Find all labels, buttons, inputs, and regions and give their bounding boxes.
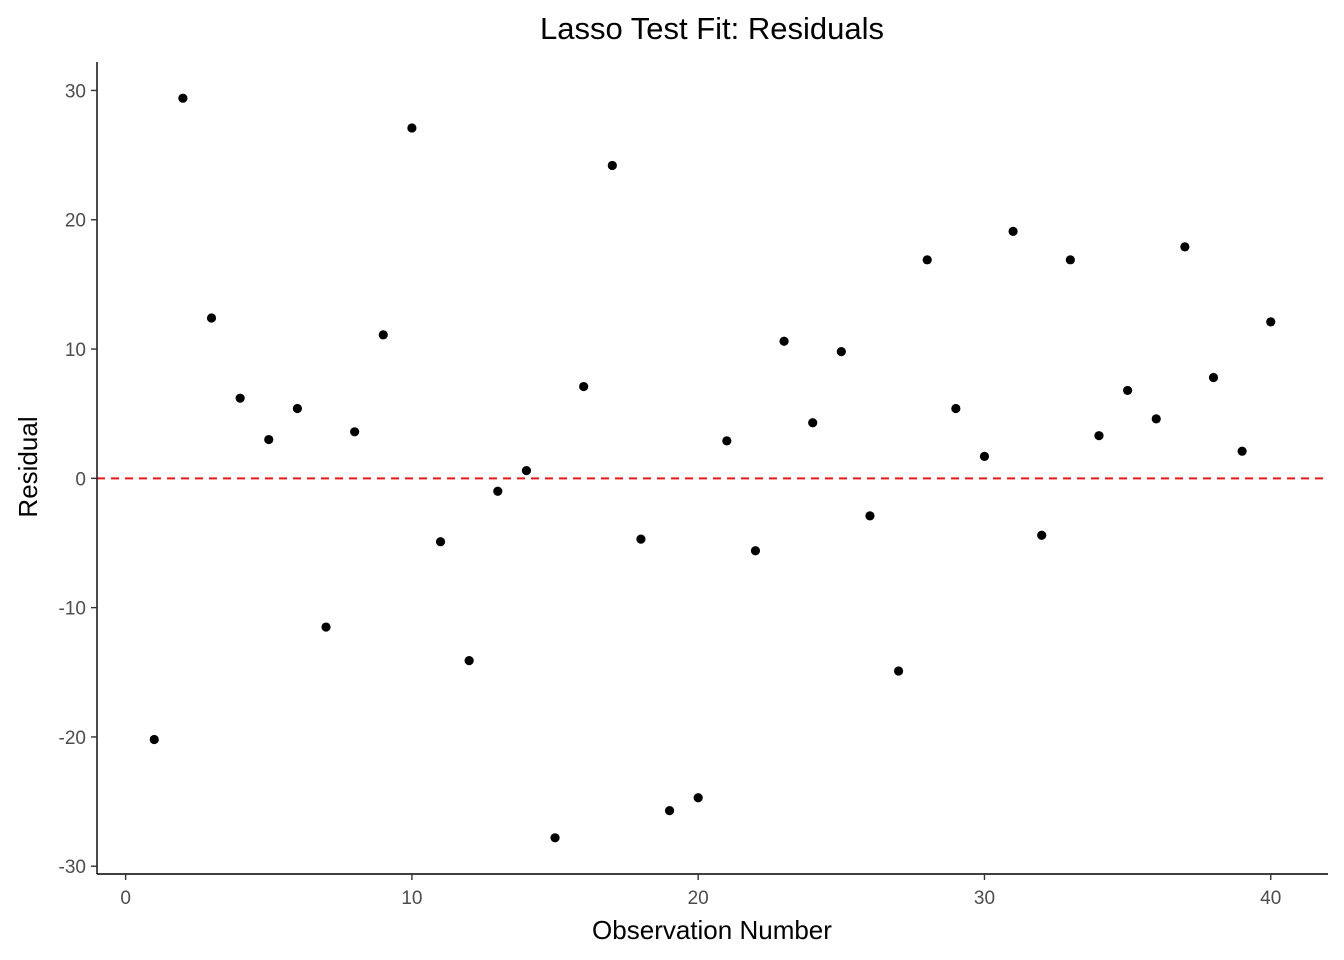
data-point (836, 347, 846, 357)
data-point (979, 451, 990, 461)
x-tick-label: 10 (401, 888, 422, 909)
data-point (521, 465, 532, 476)
plot-area: -30 -20 -10 0 10 20 30 0 10 20 30 40 (59, 62, 1328, 909)
y-tick-label: 0 (75, 469, 86, 490)
data-point (636, 534, 646, 544)
x-tick-label: 30 (974, 888, 995, 909)
data-point (1094, 431, 1104, 441)
x-tick-label: 40 (1260, 888, 1281, 909)
data-point (1065, 255, 1075, 265)
y-tick-label: -20 (59, 728, 86, 749)
data-point (1123, 385, 1133, 396)
y-axis-label: Residual (13, 416, 43, 517)
data-point (1266, 317, 1276, 327)
data-point (435, 537, 446, 547)
data-point (1037, 530, 1047, 540)
data-point (378, 330, 388, 340)
data-point (235, 393, 245, 403)
data-point (407, 123, 417, 133)
data-point (693, 793, 703, 803)
x-axis-label: Observation Number (592, 915, 832, 945)
data-point (292, 403, 302, 414)
data-point (722, 436, 732, 446)
data-point (951, 403, 961, 414)
data-point (664, 806, 675, 816)
data-point (493, 486, 503, 496)
data-point (579, 381, 589, 392)
data-point (893, 666, 904, 676)
x-tick-label: 20 (688, 888, 709, 909)
data-point (206, 313, 217, 323)
data-point (865, 511, 875, 521)
y-tick-label: -30 (59, 857, 86, 878)
data-point (808, 418, 818, 428)
y-tick-label: 10 (65, 340, 86, 361)
data-point (464, 656, 474, 666)
chart-title: Lasso Test Fit: Residuals (540, 11, 884, 46)
data-point (1237, 446, 1247, 456)
data-point (1151, 414, 1161, 424)
data-point (1180, 242, 1190, 252)
data-point (922, 255, 932, 265)
y-tick-label: -10 (59, 599, 86, 620)
data-point (550, 833, 560, 843)
data-point (1008, 226, 1018, 236)
data-point (149, 734, 159, 745)
data-point (178, 93, 188, 103)
data-point (779, 336, 789, 346)
y-tick-label: 30 (65, 81, 86, 102)
data-point (750, 546, 761, 556)
data-point (350, 427, 360, 437)
data-point (1208, 372, 1219, 383)
data-point (321, 622, 331, 632)
data-point (607, 160, 617, 171)
x-tick-label: 0 (120, 888, 131, 909)
y-tick-label: 20 (65, 211, 86, 232)
data-point (264, 434, 274, 445)
